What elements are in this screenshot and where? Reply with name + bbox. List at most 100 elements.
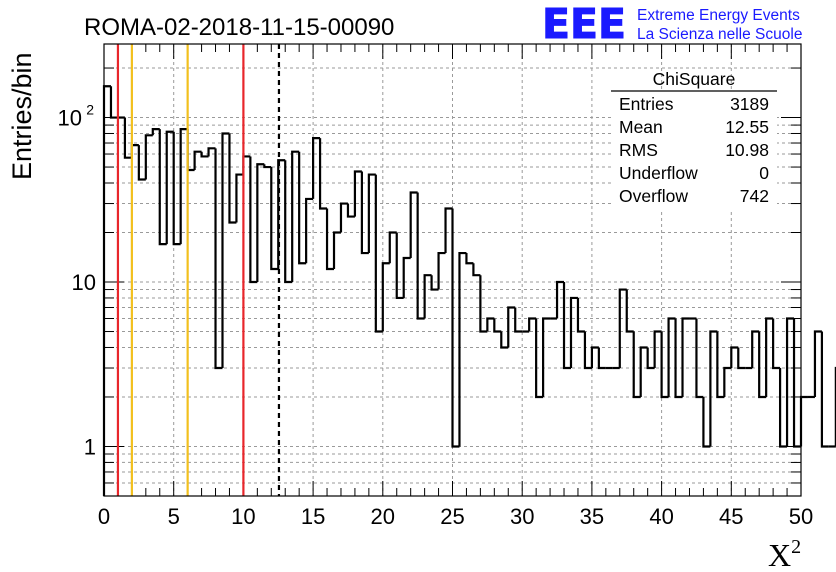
histogram-bin: [423, 274, 432, 319]
histogram-bin: [172, 131, 181, 246]
histogram-bin: [318, 138, 328, 210]
y-tick-label-base: 10: [58, 106, 82, 131]
histogram-bin: [681, 317, 690, 397]
stats-row-label: Mean: [619, 117, 663, 137]
eee-logo: EEE Extreme Energy Events La Scienza nel…: [542, 0, 803, 49]
stats-box-title: ChiSquare: [653, 69, 736, 89]
y-axis-label: Entries/bin: [7, 52, 37, 180]
chart-title: ROMA-02-2018-11-15-00090: [84, 14, 394, 41]
histogram-bin: [660, 331, 669, 399]
histogram-bin: [653, 330, 662, 369]
histogram-bin: [416, 192, 425, 320]
stats-row-label: Overflow: [619, 186, 688, 206]
histogram-bin: [388, 231, 397, 264]
x-tick-label: 50: [789, 504, 813, 529]
histogram-bin: [270, 167, 279, 271]
histogram-bin: [214, 148, 223, 370]
histogram-bin: [765, 317, 774, 397]
histogram-bin: [695, 318, 704, 399]
y-tick-label: 10: [58, 106, 82, 131]
histogram-bin: [305, 197, 314, 264]
histogram-bin: [158, 129, 167, 246]
reference-lines: [116, 44, 281, 496]
histogram-bin: [144, 134, 153, 180]
histogram-bin: [346, 203, 355, 218]
histogram-bin: [737, 347, 746, 370]
histogram-bin: [778, 368, 788, 448]
histogram-bin: [437, 251, 446, 290]
histogram-bin: [590, 346, 599, 369]
histogram-bin: [472, 263, 481, 277]
stats-row-value: 10.98: [725, 140, 769, 160]
histogram-bin: [625, 289, 634, 333]
x-tick-label: 30: [510, 504, 534, 529]
histogram-bin: [179, 128, 188, 245]
x-tick-label: 0: [98, 504, 110, 529]
x-tick-label: 5: [168, 504, 180, 529]
histogram-bin: [277, 159, 286, 269]
histogram-bin: [674, 318, 683, 399]
histogram-bin: [221, 132, 230, 369]
x-tick-label: 10: [231, 504, 255, 529]
y-tick-label: 10: [72, 270, 96, 295]
histogram-bin: [785, 317, 795, 447]
histogram-bin: [137, 145, 146, 181]
histogram-bin: [325, 208, 335, 271]
histogram-bin: [542, 317, 551, 397]
histogram-bars: [102, 85, 836, 496]
x-tick-label: 20: [371, 504, 395, 529]
histogram-bin: [709, 330, 718, 447]
stats-box-background: [611, 91, 777, 209]
histogram-bin: [151, 128, 160, 136]
x-tick-label: 45: [719, 504, 743, 529]
histogram-bin: [284, 160, 293, 284]
logo-line2: La Scienza nelle Scuole: [637, 26, 802, 43]
histogram-bin: [123, 117, 132, 159]
histogram-bin: [562, 282, 571, 370]
histogram-bin: [249, 156, 258, 284]
histogram-bin: [402, 256, 411, 298]
histogram-bin: [576, 297, 585, 333]
histogram-bin: [353, 170, 362, 217]
x-tick-label: 25: [440, 504, 464, 529]
histogram-bin: [514, 307, 523, 333]
histogram-bin: [730, 346, 739, 369]
histogram-bin: [493, 318, 502, 333]
histogram-bin: [193, 150, 202, 170]
stats-box: ChiSquare Entries 3189 Mean 12.55 RMS 10.98 Un…: [611, 69, 777, 209]
histogram-bin: [367, 173, 376, 254]
histogram-bin: [507, 306, 516, 348]
x-tick-label: 15: [301, 504, 325, 529]
histogram-bin: [758, 331, 767, 399]
histogram-bin: [639, 346, 648, 397]
histogram-bin: [792, 318, 801, 448]
histogram-bin: [374, 174, 383, 333]
histogram-bin: [430, 275, 439, 291]
x-axis-label: X2: [768, 536, 801, 572]
y-tick-label-exponent: 2: [86, 102, 94, 118]
histogram-bin: [165, 130, 174, 245]
histogram-bin: [395, 232, 404, 300]
histogram-bin: [820, 331, 829, 448]
histogram-bin: [535, 318, 544, 399]
histogram-bin: [723, 366, 732, 397]
histogram-bin: [109, 86, 118, 119]
histogram-bin: [298, 151, 307, 265]
x-tick-label: 35: [580, 504, 604, 529]
histogram-bin: [702, 396, 711, 448]
histogram-bin: [444, 207, 453, 254]
histogram-bin: [451, 208, 460, 448]
histogram-bin: [479, 275, 488, 333]
stats-row-value: 12.55: [725, 117, 769, 137]
stats-row-value: 742: [740, 186, 769, 206]
histogram-bin: [312, 136, 321, 199]
histogram-bin: [813, 330, 822, 397]
logo-mark: EEE: [542, 0, 626, 48]
histogram-bin: [772, 318, 781, 370]
histogram-bin: [486, 317, 495, 332]
histogram-bin: [235, 173, 244, 223]
histogram-bin: [228, 133, 237, 224]
histogram-bin: [263, 164, 272, 169]
stats-row-label: Underflow: [619, 163, 698, 183]
